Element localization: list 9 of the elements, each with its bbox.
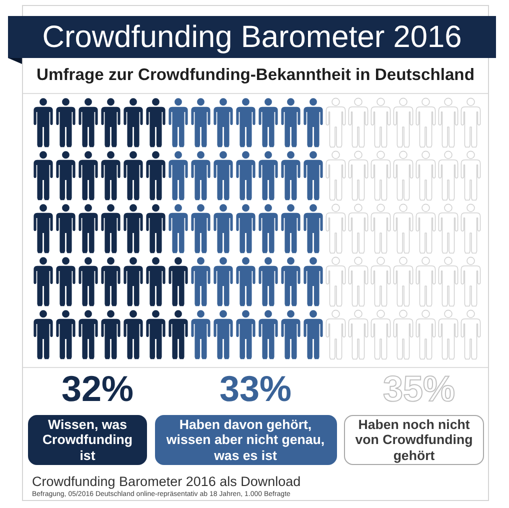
text: Umfrage zur Crowdfunding-Bekanntheit in Deutschland [36, 65, 476, 85]
data-label: 32% [61, 368, 134, 409]
text: Crowdfunding Barometer 2016 [8, 16, 496, 58]
data-label: 35% [382, 368, 456, 409]
category-label: Haben noch nicht von Crowdfunding gehört [344, 415, 484, 465]
category-label: Haben davon gehört, wissen aber nicht genau, was es ist [154, 415, 336, 465]
data-label: 33% [219, 368, 292, 409]
category-label: Wissen, was Crowdfunding ist [28, 415, 147, 465]
text: Crowdfunding Barometer 2016 als Download [32, 474, 302, 490]
